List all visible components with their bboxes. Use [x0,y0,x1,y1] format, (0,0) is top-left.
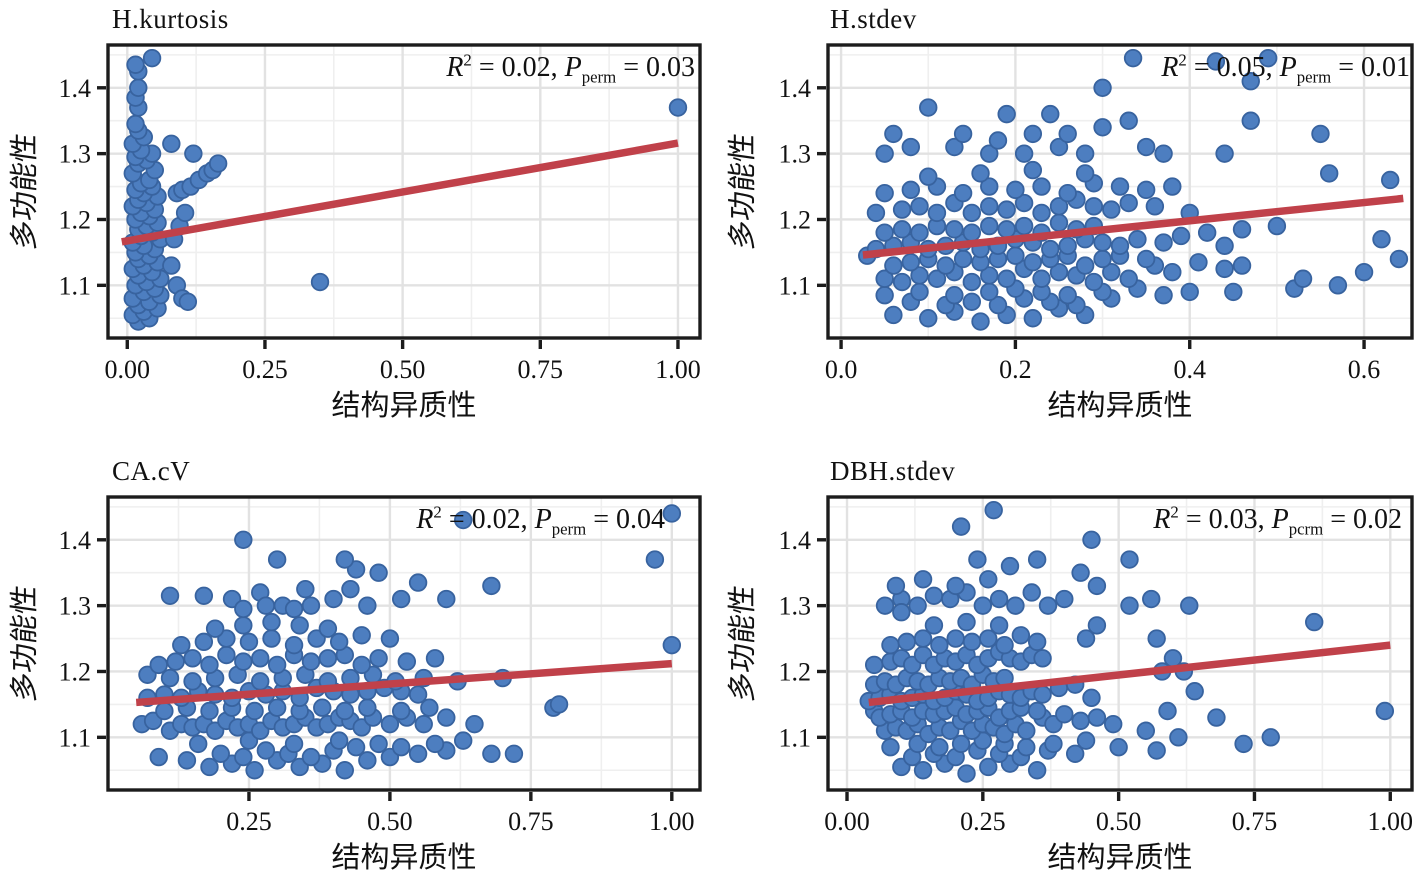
stats-annotation: R2 = 0.02, Pperm = 0.04 [416,502,665,539]
scatter-plot-h-kurtosis: 0.00 0.25 0.50 0.75 1.00 1.1 1.2 1.3 1.4 [59,43,702,384]
r-value: = 0.03, [1178,504,1272,535]
p-subscript: perm [581,67,617,87]
p-symbol: P [534,504,552,535]
svg-text:0.50: 0.50 [1096,807,1142,836]
svg-text:1.3: 1.3 [779,140,812,169]
svg-text:1.00: 1.00 [655,355,701,384]
p-subscript: pcrm [1288,519,1324,539]
svg-text:0.00: 0.00 [105,355,151,384]
scatter-plot-dbh-stdev: 0.00 0.25 0.50 0.75 1.00 1.1 1.2 1.3 1.4 [779,495,1414,836]
x-axis-label: 结构异质性 [331,390,477,422]
svg-text:1.1: 1.1 [59,723,92,752]
r-value: = 0.05, [1186,52,1280,83]
scatter-plot-ca-cv: 0.25 0.50 0.75 1.00 1.1 1.2 1.3 1.4 [59,495,702,836]
x-axis-label: 结构异质性 [331,842,477,874]
x-axis-label: 结构异质性 [1047,842,1193,874]
svg-text:1.2: 1.2 [779,205,812,234]
r-exponent: 2 [1170,502,1179,522]
svg-text:0.25: 0.25 [960,807,1006,836]
svg-text:1.00: 1.00 [1368,807,1414,836]
svg-text:1.2: 1.2 [59,205,92,234]
r-exponent: 2 [433,502,442,522]
p-symbol: P [1279,52,1297,83]
p-value: = 0.04 [586,504,665,535]
scatter-plot-h-stdev: 0.0 0.2 0.4 0.6 1.1 1.2 1.3 1.4 [779,43,1414,384]
p-value: = 0.01 [1331,52,1410,83]
r-symbol: R [1161,52,1179,83]
x-axis-label: 结构异质性 [1047,390,1193,422]
r-symbol: R [446,52,464,83]
panel-ca-cv: CA.cV 多功能性 0.25 0.50 0.75 1.00 1.1 1.2 1.3 1.4 … [0,452,709,879]
panel-h-stdev: H.stdev 多功能性 0.0 0.2 0.4 0.6 1.1 1.2 1.3 1.4 R2… [709,0,1418,440]
p-symbol: P [564,52,582,83]
panel-dbh-stdev: DBH.stdev 多功能性 0.00 0.25 0.50 0.75 1.00 1.1 1.… [709,452,1418,879]
p-value: = 0.02 [1323,504,1402,535]
svg-text:1.3: 1.3 [59,592,92,621]
svg-text:0.25: 0.25 [242,355,288,384]
stats-annotation: R2 = 0.05, Pperm = 0.01 [1161,50,1410,87]
svg-text:0.50: 0.50 [380,355,426,384]
svg-text:0.6: 0.6 [1348,355,1381,384]
svg-text:1.4: 1.4 [59,526,92,555]
svg-text:0.4: 0.4 [1173,355,1206,384]
svg-text:1.1: 1.1 [779,271,812,300]
r-value: = 0.02, [441,504,535,535]
p-value: = 0.03 [616,52,695,83]
svg-text:0.50: 0.50 [367,807,413,836]
panel-title: CA.cV [112,456,191,486]
svg-text:0.75: 0.75 [518,355,564,384]
panel-title: H.stdev [830,4,917,34]
svg-text:1.2: 1.2 [779,657,812,686]
panel-h-kurtosis: H.kurtosis 多功能性 0.00 0.25 0.50 0.75 1.00 1.1 1… [0,0,709,440]
panel-title: DBH.stdev [830,456,956,486]
svg-text:0.75: 0.75 [508,807,554,836]
stats-annotation: R2 = 0.03, Ppcrm = 0.02 [1153,502,1402,539]
r-symbol: R [416,504,434,535]
svg-text:1.4: 1.4 [779,74,812,103]
svg-text:0.0: 0.0 [825,355,858,384]
r-exponent: 2 [463,50,472,70]
svg-text:1.4: 1.4 [779,526,812,555]
svg-text:1.1: 1.1 [779,723,812,752]
svg-text:1.3: 1.3 [59,140,92,169]
svg-text:1.4: 1.4 [59,74,92,103]
p-symbol: P [1271,504,1289,535]
p-subscript: perm [1296,67,1332,87]
r-symbol: R [1153,504,1171,535]
svg-text:0.2: 0.2 [999,355,1032,384]
svg-text:1.3: 1.3 [779,592,812,621]
svg-text:1.2: 1.2 [59,657,92,686]
svg-text:0.00: 0.00 [824,807,870,836]
svg-text:1.00: 1.00 [649,807,695,836]
svg-text:0.75: 0.75 [1232,807,1278,836]
r-value: = 0.02, [471,52,565,83]
r-exponent: 2 [1178,50,1187,70]
stats-annotation: R2 = 0.02, Pperm = 0.03 [446,50,695,87]
panel-title: H.kurtosis [112,4,229,34]
svg-text:1.1: 1.1 [59,271,92,300]
svg-text:0.25: 0.25 [226,807,272,836]
p-subscript: perm [551,519,587,539]
